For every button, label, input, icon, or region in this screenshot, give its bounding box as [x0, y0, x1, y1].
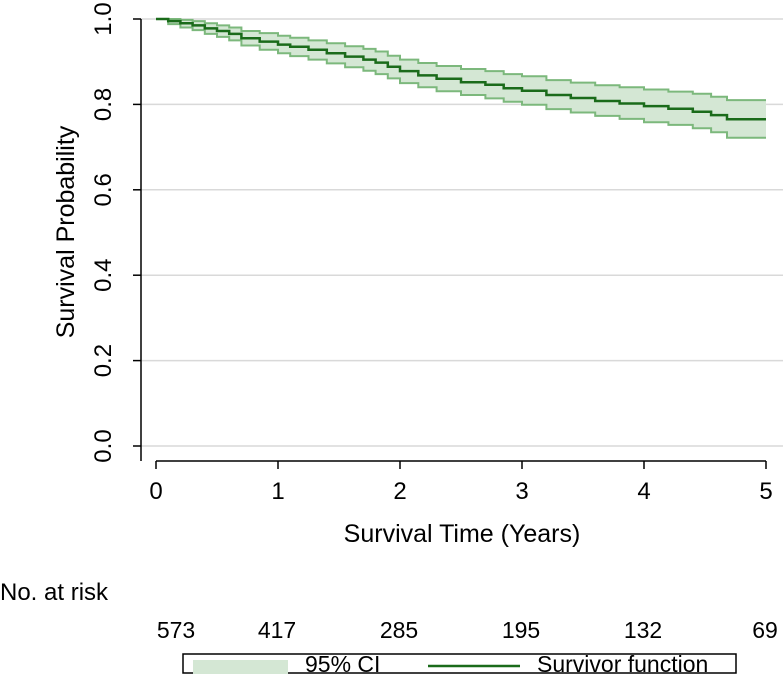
ci-lower-line	[156, 18, 766, 139]
x-tick-label-1: 1	[271, 478, 284, 505]
x-ticks: 0 1 2 3 4 5	[149, 461, 773, 505]
legend: 95% CI Survivor function	[182, 651, 737, 674]
x-tick-label-2: 2	[393, 478, 406, 505]
y-ticks: 0.0 0.2 0.4 0.6 0.8 1.0	[90, 2, 141, 463]
risk-value-2: 285	[380, 617, 418, 643]
y-tick-label-3: 0.6	[90, 173, 117, 206]
y-axis-title: Survival Probability	[52, 125, 80, 338]
legend-survivor-label: Survivor function	[537, 651, 708, 674]
axes	[140, 19, 766, 462]
gridlines	[141, 18, 783, 447]
x-tick-label-0: 0	[149, 478, 162, 505]
legend-ci-swatch	[193, 660, 288, 674]
risk-value-4: 132	[624, 617, 662, 643]
risk-table-title: No. at risk	[0, 579, 109, 606]
x-axis-title: Survival Time (Years)	[344, 520, 581, 548]
x-tick-label-3: 3	[515, 478, 528, 505]
x-tick-label-5: 5	[759, 478, 772, 505]
risk-value-5: 69	[752, 617, 778, 643]
y-tick-label-5: 1.0	[90, 2, 117, 35]
y-tick-label-4: 0.8	[90, 88, 117, 121]
risk-value-3: 195	[502, 617, 540, 643]
survivor-function-line	[156, 17, 766, 121]
y-tick-label-1: 0.2	[90, 344, 117, 377]
y-tick-label-2: 0.4	[90, 259, 117, 292]
y-tick-label-0: 0.0	[90, 429, 117, 462]
legend-box	[182, 653, 737, 674]
risk-table-values: 573 417 285 195 132 69	[157, 617, 778, 643]
ci-upper-line	[156, 18, 766, 102]
risk-value-1: 417	[258, 617, 296, 643]
legend-ci-label: 95% CI	[305, 651, 380, 674]
x-tick-label-4: 4	[637, 478, 650, 505]
risk-value-0: 573	[157, 617, 195, 643]
